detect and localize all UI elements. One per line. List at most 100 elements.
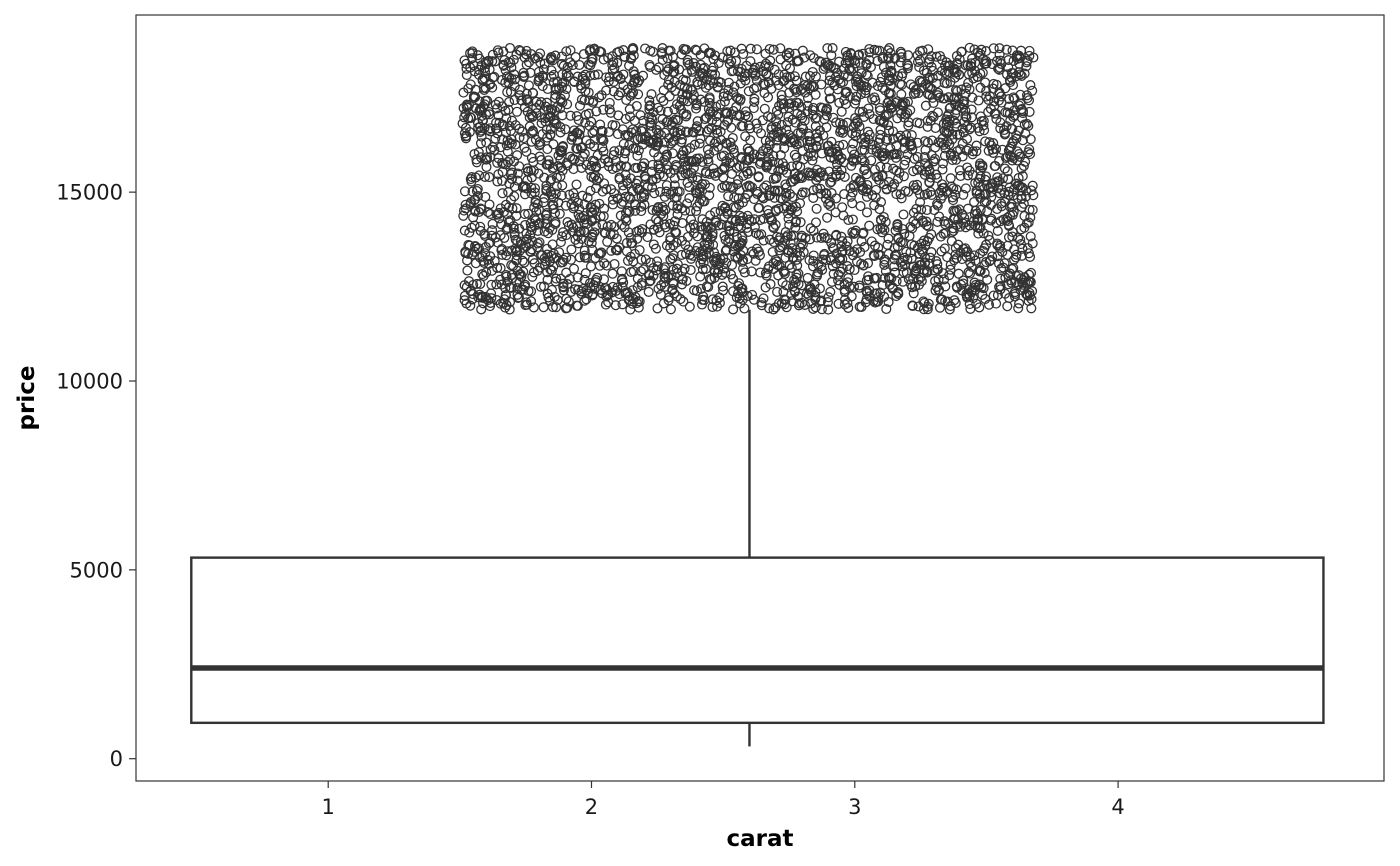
outlier-point [930, 122, 941, 134]
outlier-point [983, 299, 995, 310]
outlier-point [901, 246, 912, 257]
outlier-point [685, 264, 696, 276]
outlier-point [889, 250, 901, 261]
outlier-point [877, 280, 888, 291]
outlier-point [534, 72, 545, 83]
outlier-point [888, 163, 899, 174]
outlier-point [695, 283, 707, 294]
outlier-point [991, 55, 1003, 66]
outlier-point [656, 280, 667, 291]
outlier-point [794, 298, 805, 309]
outlier-point [889, 178, 900, 189]
outlier-point [1013, 233, 1024, 244]
outlier-point [758, 293, 769, 304]
outlier-point [838, 70, 849, 81]
outlier-point [779, 133, 790, 144]
outlier-point [941, 127, 952, 138]
outlier-point [722, 116, 733, 127]
outlier-point [804, 284, 815, 295]
outlier-point [838, 139, 849, 150]
outlier-point [812, 132, 823, 143]
outlier-point [562, 217, 573, 228]
outlier-point [926, 150, 937, 161]
outlier-point [839, 299, 850, 310]
outlier-point [930, 275, 941, 287]
y-tick-label: 15000 [56, 181, 123, 205]
outlier-point [981, 239, 992, 250]
outlier-point [661, 117, 672, 128]
outlier-point [996, 263, 1007, 274]
outlier-point [723, 191, 734, 202]
outlier-point [542, 267, 553, 278]
outlier-point [526, 172, 537, 183]
outlier-point [992, 203, 1003, 215]
outlier-point [927, 92, 938, 103]
outlier-point [993, 63, 1004, 74]
outlier-point [872, 224, 883, 235]
outlier-point [1008, 92, 1019, 103]
outlier-point [678, 108, 689, 119]
outlier-point [1019, 210, 1030, 222]
outlier-point [545, 264, 556, 275]
outlier-point [682, 54, 693, 65]
outlier-point [671, 227, 682, 238]
outlier-point [500, 77, 511, 88]
outlier-point [1022, 55, 1033, 66]
outlier-point [529, 202, 540, 213]
outlier-point [847, 214, 858, 225]
outlier-point [497, 175, 508, 186]
outlier-point [514, 90, 525, 101]
outlier-point [601, 85, 612, 96]
outlier-point [513, 292, 524, 303]
outlier-point [981, 91, 992, 102]
outlier-point [923, 221, 934, 232]
outlier-point [831, 229, 842, 240]
outlier-point [822, 297, 833, 308]
outlier-point [1015, 239, 1027, 250]
outlier-point [520, 219, 531, 231]
outlier-point [636, 254, 647, 265]
outlier-point [639, 158, 650, 169]
outlier-point [772, 286, 783, 297]
outlier-point [504, 154, 516, 165]
outlier-point [619, 51, 630, 62]
outlier-point [768, 304, 779, 315]
outlier-point [883, 272, 894, 283]
outlier-point [937, 164, 948, 175]
outlier-point [668, 186, 679, 197]
outlier-point [919, 136, 930, 147]
outlier-point [952, 58, 963, 69]
outlier-point [997, 144, 1008, 155]
outlier-point [811, 203, 822, 214]
outlier-point [844, 281, 855, 292]
outlier-point [928, 97, 939, 109]
outlier-point [749, 96, 760, 107]
outlier-point [487, 142, 498, 153]
outlier-point [604, 104, 615, 115]
outlier-point [991, 79, 1002, 90]
outlier-point [764, 43, 775, 55]
outlier-point [669, 104, 680, 115]
outlier-point [766, 130, 778, 141]
outlier-point [938, 139, 949, 150]
outlier-point [632, 175, 643, 186]
outlier-point [932, 198, 943, 209]
outlier-point [936, 246, 947, 257]
outlier-point [526, 152, 537, 163]
outlier-point [1018, 198, 1029, 209]
outlier-point [684, 193, 695, 204]
outlier-point [506, 245, 517, 256]
outlier-point [668, 61, 679, 72]
outlier-point [636, 191, 647, 202]
outlier-point [577, 190, 588, 201]
outlier-point [781, 50, 792, 61]
outlier-point [745, 135, 756, 146]
outlier-point [787, 253, 798, 264]
outlier-point [571, 143, 582, 154]
outlier-point [1006, 277, 1017, 288]
outlier-point [807, 142, 818, 154]
outlier-point [676, 170, 687, 181]
outlier-point [961, 145, 972, 156]
outlier-point [745, 123, 756, 134]
outlier-point [805, 148, 816, 159]
